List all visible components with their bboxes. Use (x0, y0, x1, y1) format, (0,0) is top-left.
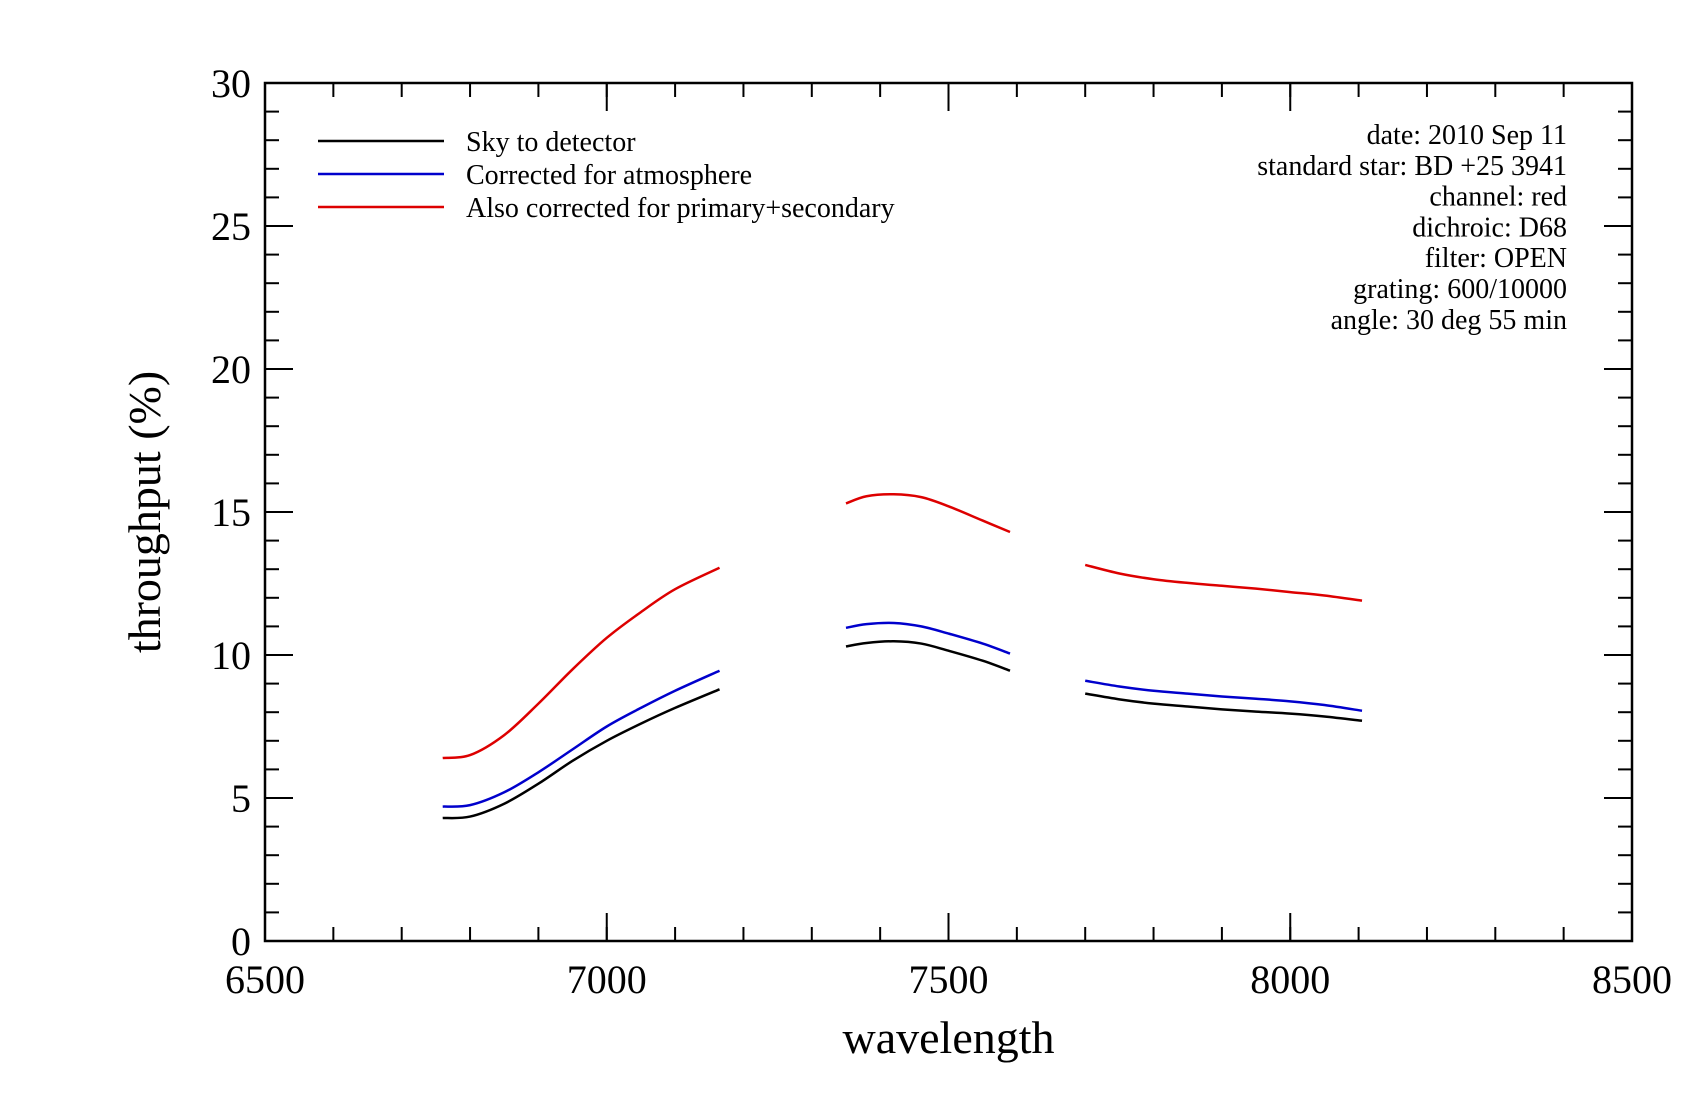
y-tick-label: 5 (231, 776, 251, 821)
info-line-4: dichroic: D68 (1412, 212, 1567, 243)
series-3-segment-1 (442, 566, 721, 760)
x-tick-label: 6500 (225, 957, 305, 1002)
info-line-1: date: 2010 Sep 11 (1367, 120, 1567, 151)
legend-label-3: Also corrected for primary+secondary (466, 193, 895, 224)
series-1-segment-2 (845, 640, 1011, 672)
series-2-segment-2 (845, 621, 1011, 655)
info-line-3: channel: red (1429, 182, 1567, 213)
series-2-segment-3 (1084, 679, 1363, 713)
legend-label-2: Corrected for atmosphere (466, 160, 752, 191)
y-axis-title: throughput (%) (119, 371, 170, 653)
series-1-segment-1 (442, 688, 721, 820)
series-2-segment-1 (442, 669, 721, 808)
series-line-1 (442, 640, 1363, 820)
y-tick-labels: 0 5 10 15 20 25 30 (211, 61, 251, 964)
x-tick-label: 7500 (909, 957, 989, 1002)
y-tick-label: 0 (231, 919, 251, 964)
x-axis-title: wavelength (842, 1012, 1054, 1063)
x-tick-labels: 6500 7000 7500 8000 8500 (225, 957, 1672, 1002)
series-1-segment-3 (1084, 692, 1363, 723)
legend-label-1: Sky to detector (466, 127, 636, 158)
x-tick-label: 7000 (567, 957, 647, 1002)
info-line-2: standard star: BD +25 3941 (1257, 151, 1567, 182)
info-line-5: filter: OPEN (1425, 243, 1567, 274)
x-tick-label: 8000 (1250, 957, 1330, 1002)
series-line-3 (442, 493, 1363, 760)
info-line-6: grating: 600/10000 (1353, 274, 1567, 305)
y-tick-label: 20 (211, 347, 251, 392)
series-3-segment-2 (845, 493, 1011, 534)
y-tick-label: 30 (211, 61, 251, 106)
y-tick-label: 25 (211, 204, 251, 249)
y-tick-label: 15 (211, 490, 251, 535)
series-3-segment-3 (1084, 563, 1363, 602)
series-layer (442, 493, 1363, 820)
plot-frame (263, 81, 1634, 943)
x-tick-label: 8500 (1592, 957, 1672, 1002)
series-line-2 (442, 621, 1363, 808)
y-tick-label: 10 (211, 633, 251, 678)
info-line-7: angle: 30 deg 55 min (1331, 305, 1567, 336)
